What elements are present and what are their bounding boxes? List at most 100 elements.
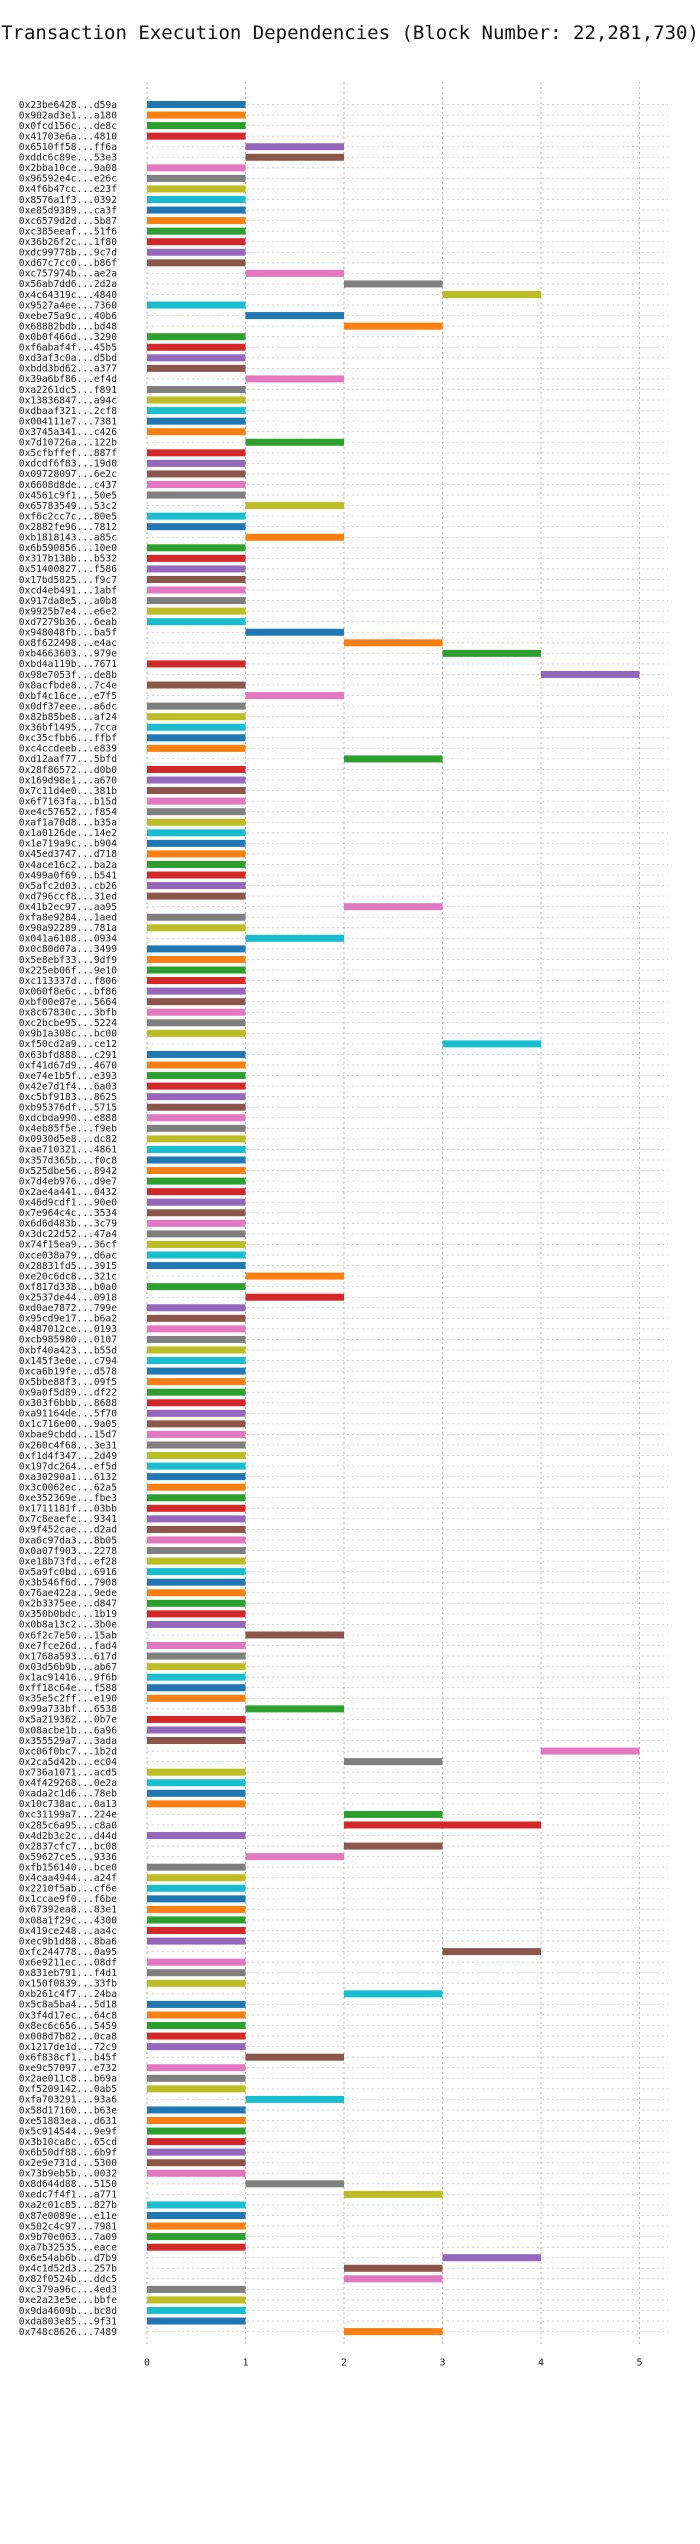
bar bbox=[147, 1420, 246, 1428]
y-tick-label: 0x5c914544...9e9f bbox=[19, 2126, 117, 2137]
bar bbox=[147, 1610, 246, 1618]
y-tick-label: 0xe9c57097...e732 bbox=[19, 2063, 117, 2074]
bar bbox=[344, 280, 443, 288]
y-tick-label: 0x5bbe88f3...09f5 bbox=[19, 1377, 117, 1388]
bar bbox=[245, 1631, 344, 1639]
y-tick-label: 0xe20c6dc8...321c bbox=[19, 1271, 117, 1282]
y-tick-label: 0xcd4eb491...1abf bbox=[19, 585, 117, 596]
y-tick-label: 0x3b546f6d...7908 bbox=[19, 1578, 117, 1589]
y-tick-label: 0x1ccae9f0...f6be bbox=[19, 1894, 117, 1905]
y-tick-label: 0xc757974b...ae2a bbox=[19, 269, 117, 280]
y-tick-label: 0xb261c4f7...24ba bbox=[19, 1989, 117, 2000]
y-tick-label: 0xfa703291...93a6 bbox=[19, 2095, 117, 2106]
y-tick-label: 0x3745a341...c426 bbox=[19, 427, 117, 438]
bar bbox=[147, 343, 246, 351]
y-tick-label: 0x96592e4c...e26c bbox=[19, 174, 117, 185]
bar bbox=[147, 1969, 246, 1977]
bar bbox=[147, 1905, 246, 1913]
bar bbox=[147, 1335, 246, 1343]
bar bbox=[147, 829, 246, 837]
y-tick-label: 0xa7b32535...eace bbox=[19, 2242, 117, 2253]
x-tick-label: 4 bbox=[538, 2358, 544, 2369]
bar bbox=[147, 681, 246, 689]
y-tick-label: 0xc4ccdeeb...e839 bbox=[19, 744, 117, 755]
y-tick-label: 0x5e8ebf33...9df9 bbox=[19, 955, 117, 966]
y-tick-label: 0x0b8a13c2...3b0e bbox=[19, 1620, 117, 1631]
y-tick-label: 0x7d10726a...122b bbox=[19, 438, 117, 449]
bar bbox=[147, 364, 246, 372]
y-tick-label: 0xe352369e...fbe3 bbox=[19, 1493, 117, 1504]
bar bbox=[147, 702, 246, 710]
bar bbox=[245, 269, 344, 277]
bar bbox=[147, 132, 246, 140]
bar bbox=[147, 2064, 246, 2072]
y-tick-label: 0x41703e6a...4810 bbox=[19, 131, 117, 142]
bar bbox=[147, 1578, 246, 1586]
bar bbox=[442, 290, 541, 298]
bar bbox=[147, 734, 246, 742]
y-tick-label: 0x65783549...53c2 bbox=[19, 501, 117, 512]
y-tick-label: 0x1217de1d...72c9 bbox=[19, 2042, 117, 2053]
y-tick-label: 0x39a6bf86...ef4d bbox=[19, 374, 117, 385]
y-tick-label: 0x419ce248...aa4c bbox=[19, 1926, 117, 1937]
y-tick-label: 0x0fcd156c...de8c bbox=[19, 121, 117, 132]
x-tick-label: 2 bbox=[341, 2358, 347, 2369]
y-tick-label: 0x45ed3747...d718 bbox=[19, 849, 117, 860]
y-tick-label: 0x42e7d1f4...6a03 bbox=[19, 1081, 117, 1092]
y-tick-label: 0x56ab7dd6...2d2a bbox=[19, 279, 117, 290]
bar bbox=[147, 1167, 246, 1175]
bar bbox=[147, 333, 246, 341]
bar bbox=[245, 312, 344, 320]
y-tick-label: 0x13836847...a94c bbox=[19, 395, 117, 406]
bar bbox=[147, 2022, 246, 2030]
bar bbox=[147, 597, 246, 605]
bar bbox=[442, 1948, 541, 1956]
y-tick-label: 0x5a9fc0bd...6916 bbox=[19, 1567, 117, 1578]
y-tick-label: 0x58d17160...b63e bbox=[19, 2105, 117, 2116]
y-tick-label: 0x948048fb...ba5f bbox=[19, 628, 117, 639]
bar bbox=[541, 1747, 640, 1755]
y-tick-label: 0x6b590856...10e0 bbox=[19, 543, 117, 554]
bar bbox=[147, 301, 246, 309]
bar bbox=[245, 153, 344, 161]
y-tick-label: 0x355529a7...3ada bbox=[19, 1736, 117, 1747]
y-tick-label: 0xf5209142...0ab5 bbox=[19, 2084, 117, 2095]
y-tick-label: 0x09728097...6e2c bbox=[19, 469, 117, 480]
bar bbox=[147, 354, 246, 362]
y-tick-label: 0xfa8e9284...1aed bbox=[19, 913, 117, 924]
bar bbox=[147, 913, 246, 921]
y-tick-label: 0xc35cfbb6...ffbf bbox=[19, 733, 117, 744]
bar bbox=[147, 607, 246, 615]
bar bbox=[147, 1177, 246, 1185]
bar bbox=[147, 396, 246, 404]
y-tick-label: 0x2537de44...0918 bbox=[19, 1293, 117, 1304]
y-tick-label: 0x487012ce...0193 bbox=[19, 1324, 117, 1335]
bar bbox=[147, 1325, 246, 1333]
y-tick-label: 0x4f6b47cc...e23f bbox=[19, 184, 117, 195]
bar bbox=[344, 639, 443, 647]
y-tick-label: 0x525dbe56...8942 bbox=[19, 1166, 117, 1177]
bar bbox=[541, 670, 640, 678]
y-tick-label: 0x2bba10ce...9a08 bbox=[19, 163, 117, 174]
y-tick-label: 0x357d365b...f0c8 bbox=[19, 1155, 117, 1166]
bar bbox=[147, 1916, 246, 1924]
y-tick-label: 0x008d7b82...0ca8 bbox=[19, 2031, 117, 2042]
y-tick-label: 0x5cfbffef...887f bbox=[19, 448, 117, 459]
bar bbox=[147, 955, 246, 963]
y-tick-label: 0x35e5c2ff...e190 bbox=[19, 1694, 117, 1705]
bar bbox=[147, 924, 246, 932]
y-tick-label: 0xe2a23e5e...bbfe bbox=[19, 2295, 117, 2306]
bar bbox=[147, 512, 246, 520]
y-tick-label: 0xd12aaf77...5bfd bbox=[19, 754, 117, 765]
bar bbox=[147, 2159, 246, 2167]
bar bbox=[147, 1262, 246, 1270]
y-tick-label: 0x902ad3e1...a180 bbox=[19, 110, 117, 121]
y-tick-label: 0x0a07f903...2278 bbox=[19, 1546, 117, 1557]
y-tick-label: 0x4c64319c...4840 bbox=[19, 290, 117, 301]
bar bbox=[147, 428, 246, 436]
bar bbox=[147, 1642, 246, 1650]
bar bbox=[147, 2169, 246, 2177]
bar bbox=[442, 2254, 541, 2262]
bar bbox=[147, 1958, 246, 1966]
